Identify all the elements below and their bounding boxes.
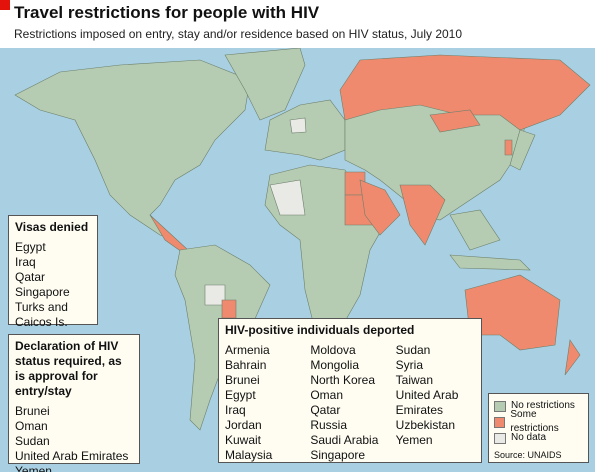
list-item: Singapore — [310, 448, 366, 462]
greenland — [224, 48, 306, 121]
flag — [0, 0, 10, 10]
india — [399, 184, 446, 246]
list-item: Yemen — [395, 433, 433, 447]
list-item: Qatar — [15, 270, 46, 284]
legend-item: No restrictions — [494, 398, 583, 414]
list-item: North Korea — [310, 373, 376, 387]
list-item: Turks and Caicos Is. — [15, 300, 68, 329]
column: Moldova Mongolia North Korea Oman Qatar Russi… — [310, 343, 389, 463]
declaration-box: Declaration of HIV status required, as i… — [8, 334, 140, 472]
list-item: Brunei — [225, 373, 260, 387]
source: Source: UNAIDS — [494, 450, 562, 460]
korea — [504, 139, 513, 156]
list-item: Singapore — [15, 285, 70, 299]
box-title: Visas denied — [15, 220, 89, 234]
europe-no-data — [289, 117, 307, 134]
list-item: Sudan — [395, 343, 431, 357]
list-item: Saudi Arabia — [310, 433, 379, 447]
legend-swatch — [494, 432, 506, 444]
subtitle: Restrictions imposed on entry, stay and/… — [14, 27, 463, 41]
new-zealand — [564, 339, 581, 376]
indonesia — [449, 254, 531, 271]
west-africa-no-data — [269, 179, 306, 216]
list-item: Qatar — [310, 403, 341, 417]
list-item: Jordan — [225, 418, 262, 432]
legend-label: Some restrictions — [510, 409, 559, 434]
legend-item: Some restrictions — [494, 409, 583, 434]
legend-swatch — [494, 416, 506, 428]
list-item: Bahrain — [225, 358, 267, 372]
list-item: Malaysia — [225, 448, 273, 462]
list-item: Kuwait — [225, 433, 262, 447]
list-item: Mongolia — [310, 358, 360, 372]
column: Sudan Syria Taiwan United Arab Emirates Uzbe… — [396, 343, 475, 463]
list-item: Russia — [310, 418, 348, 432]
legend-label: No data — [511, 432, 547, 443]
legend: No restrictions Some restrictions No data … — [488, 393, 589, 463]
mongolia — [429, 109, 481, 133]
column: Armenia Bahrain Brunei Egypt Iraq Jordan Kuwai… — [225, 343, 304, 463]
list-item: Iraq — [15, 255, 36, 269]
list-item: Uzbekistan — [395, 418, 456, 432]
list-item: Iraq — [225, 403, 246, 417]
box-title: HIV-positive individuals deported — [225, 323, 415, 337]
title: Travel restrictions for people with HIV — [14, 3, 320, 22]
list-item: Sudan — [15, 434, 50, 448]
arabia — [359, 179, 401, 236]
japan — [509, 129, 536, 171]
visas-denied-box: Visas denied Egypt Iraq Qatar Singapore Turk… — [8, 215, 98, 329]
list-item: Egypt — [225, 388, 256, 402]
deported-box: HIV-positive individuals deported Armeni… — [218, 318, 482, 463]
list-item: Syria — [395, 358, 423, 372]
paraguay — [221, 299, 237, 319]
list-item: Taiwan — [395, 373, 434, 387]
list-item: Armenia — [225, 343, 270, 357]
south-east-asia — [449, 209, 501, 251]
list-item: Brunei — [15, 404, 50, 418]
north-america — [14, 59, 251, 241]
list-item: Moldova — [310, 343, 356, 357]
list-item: Egypt — [15, 240, 46, 254]
list-item: Oman — [15, 419, 48, 433]
legend-item: No data — [494, 430, 583, 446]
list-item: United Arab Emirates — [15, 449, 129, 463]
list-item: Oman — [310, 388, 344, 402]
legend-swatch — [494, 400, 506, 412]
list-item: United Arab Emirates — [395, 388, 459, 417]
list-item: Yemen — [15, 464, 52, 472]
legend-label: No restrictions — [511, 400, 575, 411]
box-title: Declaration of HIV status required, as i… — [15, 339, 122, 398]
